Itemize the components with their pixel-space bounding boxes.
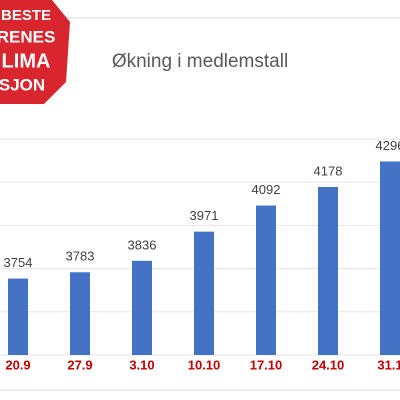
- value-label: 3836: [128, 237, 157, 252]
- value-label: 4092: [252, 182, 281, 197]
- logo-text: LIMA: [2, 50, 51, 72]
- value-label: 3783: [66, 249, 95, 264]
- x-tick-label: 3.10: [129, 357, 154, 372]
- logo: BESTE RENES LIMA SJON: [0, 0, 70, 104]
- bar: [318, 186, 338, 355]
- value-label: 4178: [314, 163, 343, 178]
- logo-text: RENES: [0, 27, 55, 46]
- bar: [8, 278, 28, 355]
- x-tick-label: 20.9: [5, 357, 30, 372]
- x-tick-label: 10.10: [188, 357, 221, 372]
- value-label: 3754: [4, 255, 33, 270]
- x-tick-label: 31.1: [377, 357, 400, 372]
- chart-title: Økning i medlemstall: [112, 51, 288, 72]
- bar: [194, 231, 214, 355]
- value-label: 3971: [190, 208, 219, 223]
- bar: [256, 205, 276, 355]
- x-tick-label: 17.10: [250, 357, 283, 372]
- logo-badge: [0, 0, 70, 104]
- x-tick-label: 27.9: [67, 357, 92, 372]
- bar: [380, 161, 400, 355]
- logo-text: BESTE: [1, 7, 51, 24]
- x-tick-label: 24.10: [312, 357, 345, 372]
- logo-text: SJON: [0, 75, 45, 94]
- value-label: 4296: [376, 138, 400, 153]
- bar: [132, 260, 152, 355]
- bar: [70, 272, 90, 355]
